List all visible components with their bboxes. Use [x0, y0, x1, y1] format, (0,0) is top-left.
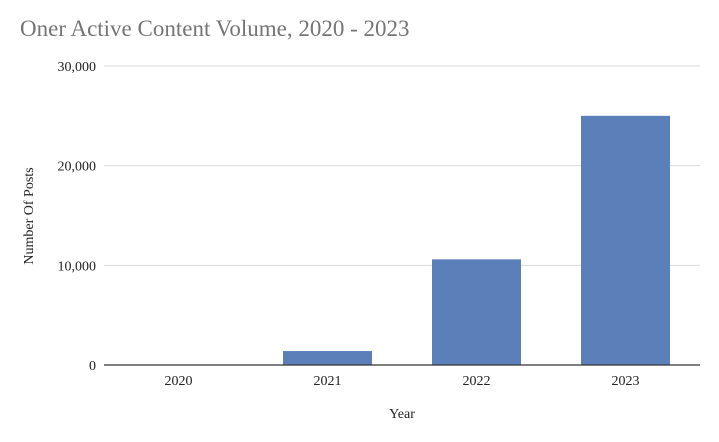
y-tick-label: 30,000: [58, 60, 97, 75]
x-axis-title: Year: [389, 407, 415, 422]
tick-labels: 0 10,000 20,000 30,000 2020 2021 2022 2023: [58, 60, 640, 389]
y-tick-label: 20,000: [58, 160, 97, 175]
x-tick-label: 2023: [612, 374, 640, 389]
y-axis-title: Number Of Posts: [22, 167, 37, 264]
x-tick-label: 2020: [165, 374, 193, 389]
bar-2023: [581, 115, 670, 365]
bar-2021: [283, 351, 372, 365]
x-tick-label: 2022: [463, 374, 491, 389]
y-tick-label: 10,000: [58, 259, 97, 274]
x-tick-label: 2021: [314, 374, 342, 389]
bar-2022: [432, 259, 521, 365]
y-tick-label: 0: [89, 359, 96, 374]
bars: [283, 115, 670, 365]
chart-title: Oner Active Content Volume, 2020 - 2023: [20, 16, 410, 41]
